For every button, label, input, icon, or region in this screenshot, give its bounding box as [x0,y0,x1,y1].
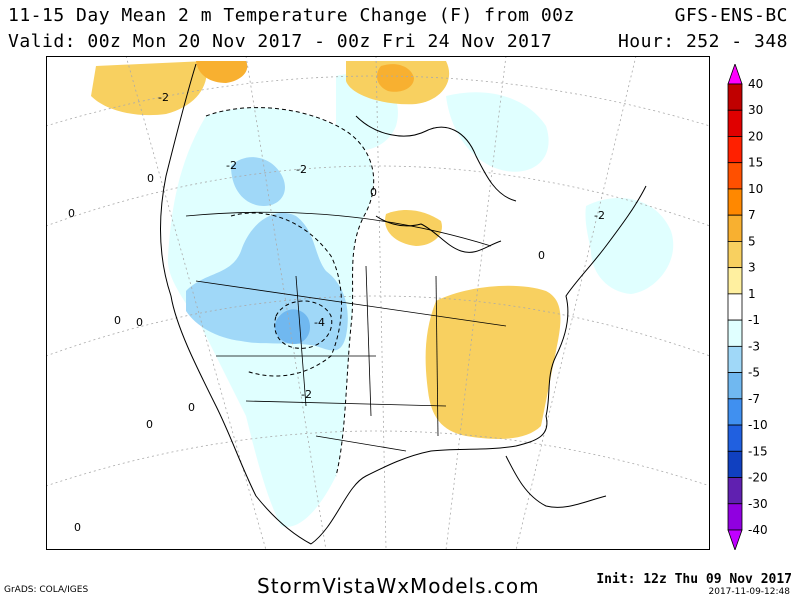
contour-label: 0 [146,418,153,431]
legend-swatch [727,450,743,478]
legend-swatch [727,136,743,164]
warm-region-greatlakes [385,210,442,246]
warm-region-southeast [425,285,561,439]
legend-swatch [727,64,743,85]
contour-label: 0 [147,172,154,185]
site-watermark: StormVistaWxModels.com [257,574,540,598]
valid-period: Valid: 00z Mon 20 Nov 2017 - 00z Fri 24 … [8,31,553,52]
contour-label: -4 [314,316,325,329]
contour-label: -2 [158,91,169,104]
coastlines [160,63,647,545]
legend-tick-label: 1 [748,287,756,301]
legend-tick-label: 15 [748,156,763,170]
contour-label: 0 [74,521,81,534]
legend-tick-label: 20 [748,129,763,143]
contour-label: -2 [296,163,307,176]
contour-label: -2 [594,209,605,222]
contour-label: 0 [188,401,195,414]
legend-swatch [727,372,743,400]
legend-swatch [727,503,743,531]
colder-region-rockies [186,212,348,351]
legend-swatch [727,319,743,347]
legend-tick-label: -10 [748,418,768,432]
contour-lines [205,107,375,477]
grads-credit: GrADS: COLA/IGES [4,585,89,595]
legend-swatch [727,477,743,505]
legend-tick-label: 10 [748,182,763,196]
legend-tick-label: 7 [748,208,756,222]
legend-swatch [727,188,743,216]
coldest-core [275,309,311,344]
legend-tick-label: -1 [748,313,760,327]
warm-core-yukon [196,61,248,83]
legend-tick-label: -40 [748,523,768,537]
cold-region-hudson [446,92,549,172]
init-time: Init: 12z Thu 09 Nov 2017 [596,572,792,587]
contour-label: 0 [68,207,75,220]
forecast-hours: Hour: 252 - 348 [617,31,788,52]
legend-ticks: 40 30 20 15 10 7 5 3 1 -1 -3 -5 -7 -10 -15 -20 -30 -40 [748,77,768,537]
legend-swatch [727,162,743,190]
legend-swatch [727,424,743,452]
legend-tick-label: 30 [748,103,763,117]
anomaly-shading [91,61,674,527]
legend-swatch [727,293,743,321]
map-title: 11-15 Day Mean 2 m Temperature Change (F… [8,5,575,26]
legend-swatch [727,241,743,269]
model-name: GFS-ENS-BC [674,5,788,26]
legend-swatch [727,214,743,242]
political-borders [185,211,507,452]
lat-lon-grid [46,56,710,550]
generated-timestamp: 2017-11-09-12:48 [708,587,791,597]
contour-labels: -2 -2 -2 -2 -4 -2 0 0 0 0 0 0 0 0 0 [68,91,605,534]
contour-label: 0 [538,249,545,262]
color-legend: 40 30 20 15 10 7 5 3 1 -1 -3 -5 -7 -10 -15 -20 -30 -40 [727,64,768,550]
legend-swatch [727,345,743,373]
warm-core-hudson [376,64,414,92]
legend-tick-label: 5 [748,234,756,248]
legend-tick-label: -15 [748,444,768,458]
legend-tick-label: -30 [748,497,768,511]
legend-tick-label: -7 [748,392,760,406]
legend-swatch [727,267,743,295]
legend-swatches [727,64,743,550]
legend-swatch [727,83,743,111]
contour-label: 0 [136,316,143,329]
legend-tick-label: -5 [748,366,760,380]
legend-tick-label: -3 [748,339,760,353]
legend-swatch [727,398,743,426]
legend-tick-label: 3 [748,261,756,275]
contour-label: -2 [226,159,237,172]
temperature-change-map: -2 -2 -2 -2 -4 -2 0 0 0 0 0 0 0 0 0 [46,56,710,550]
contour-label: 0 [114,314,121,327]
legend-swatch [727,529,743,550]
colder-region-canada [231,157,285,206]
contour-label: 0 [370,186,377,199]
legend-swatch [727,109,743,137]
contour-label: -2 [301,388,312,401]
warm-region-alaska [91,61,207,116]
cold-region-atlantic [585,198,674,294]
legend-tick-label: 40 [748,77,763,91]
legend-tick-label: -20 [748,471,768,485]
